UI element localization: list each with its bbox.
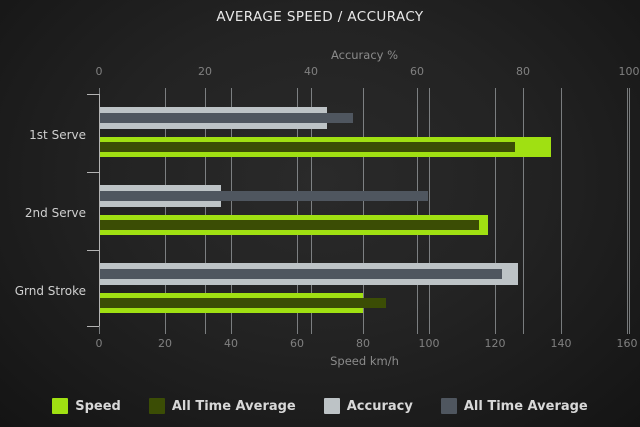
category-label: 1st Serve [29,128,86,142]
bottom-axis-tick-120: 120 [484,337,506,350]
gridline-bottom-40 [231,88,232,334]
gridline-top-40 [311,88,312,334]
bar-all-time-average-2nd-serve [100,220,479,230]
legend-label: All Time Average [463,398,588,414]
legend-label: All Time Average [171,398,296,414]
top-axis-label: Accuracy % [330,48,399,62]
top-axis-tick-0: 0 [95,65,103,78]
legend-item-speed-0[interactable]: Speed [52,398,121,414]
top-axis-tick-40: 40 [304,65,318,78]
category-tick [87,250,99,251]
top-axis-tick-60: 60 [410,65,424,78]
legend-swatch-icon [440,398,457,414]
chart-title: AVERAGE SPEED / ACCURACY [216,9,424,25]
bar-all-time-average-1st-serve [100,142,515,152]
legend-swatch-icon [323,398,340,414]
bottom-axis-tick-80: 80 [356,337,370,350]
category-label: 2nd Serve [24,206,86,220]
bottom-axis-tick-20: 20 [158,337,172,350]
gridline-top-60 [417,88,418,334]
bottom-axis-tick-0: 0 [95,337,103,350]
gridline-top-100 [629,88,630,334]
legend-item-all-time-average-1[interactable]: All Time Average [148,398,296,414]
category-tick [87,172,99,173]
top-axis-tick-100: 100 [618,65,640,78]
gridline-bottom-160 [627,88,628,334]
bar-all-time-average-1st-serve [100,113,353,123]
legend-swatch-icon [148,398,165,414]
bar-all-time-average-grnd-stroke [100,269,502,279]
category-tick [87,94,99,95]
gridline-bottom-140 [561,88,562,334]
gridline-bottom-20 [165,88,166,334]
legend-item-all-time-average-3[interactable]: All Time Average [440,398,588,414]
legend-swatch-icon [52,398,69,414]
bottom-axis-tick-160: 160 [616,337,638,350]
category-label: Grnd Stroke [14,284,86,298]
gridline-top-80 [523,88,524,334]
bottom-axis-tick-140: 140 [550,337,572,350]
legend-item-accuracy-2[interactable]: Accuracy [323,398,413,414]
bottom-axis-label: Speed km/h [330,354,399,368]
bar-all-time-average-2nd-serve [100,191,428,201]
gridline-bottom-60 [297,88,298,334]
legend-label: Speed [75,398,121,414]
bottom-axis-tick-40: 40 [224,337,238,350]
legend-label: Accuracy [346,398,413,414]
gridline-bottom-120 [495,88,496,334]
gridline-bottom-100 [429,88,430,334]
gridline-top-20 [205,88,206,334]
legend: Speed All Time Average Accuracy All Time Av… [0,396,640,416]
bottom-axis-tick-60: 60 [290,337,304,350]
y-axis-line [99,94,100,326]
category-tick [87,326,99,327]
bottom-axis-tick-100: 100 [418,337,440,350]
gridline-bottom-80 [363,88,364,334]
bar-all-time-average-grnd-stroke [100,298,386,308]
top-axis-tick-80: 80 [516,65,530,78]
top-axis-tick-20: 20 [198,65,212,78]
